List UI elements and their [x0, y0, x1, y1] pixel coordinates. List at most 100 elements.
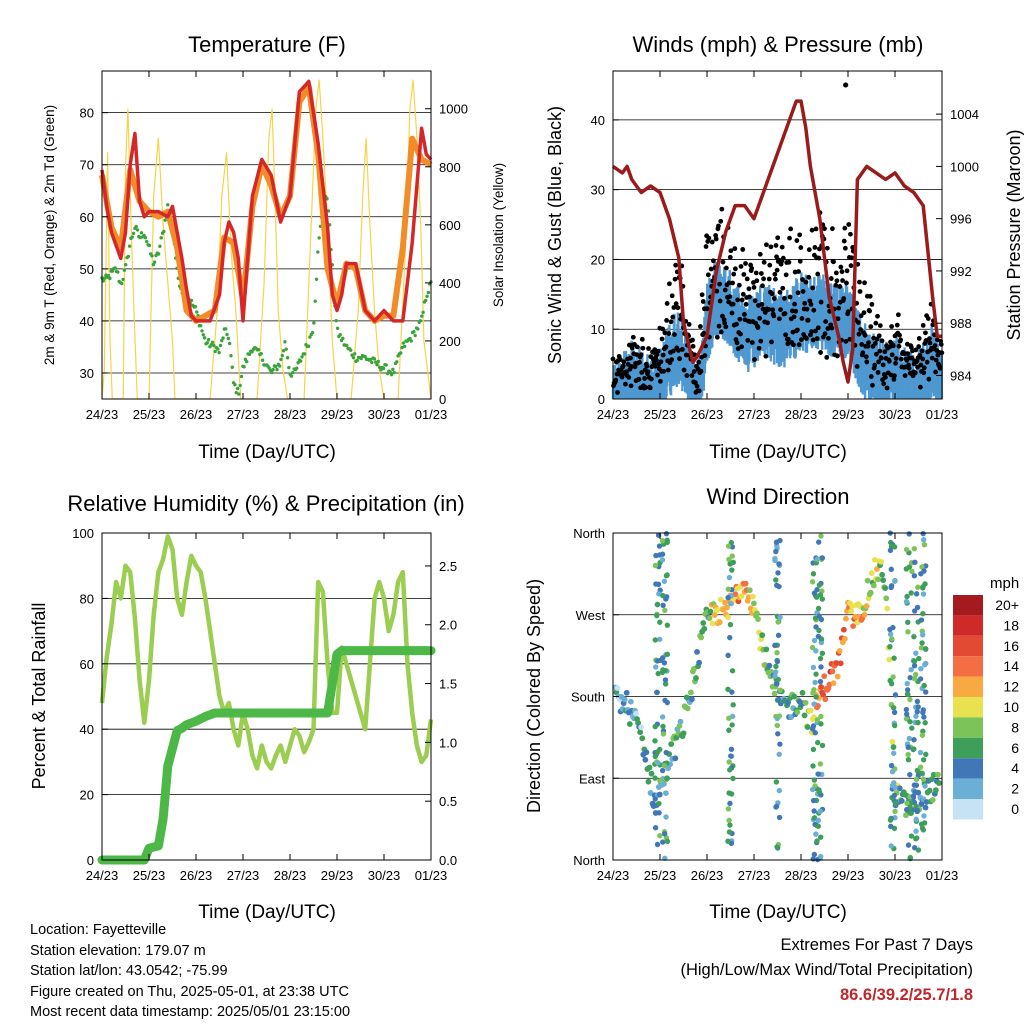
gust-point — [822, 331, 828, 337]
direction-point — [913, 776, 920, 782]
dewpoint-point — [256, 347, 261, 352]
y-tick-label: 60 — [80, 210, 94, 225]
direction-point — [932, 787, 939, 794]
gust-outlier-point — [843, 82, 849, 88]
dewpoint-point — [420, 314, 424, 318]
extremes-box: Extremes For Past 7 Days (High/Low/Max W… — [680, 933, 973, 1008]
direction-point — [903, 598, 910, 605]
direction-point — [659, 767, 666, 774]
gust-point — [708, 266, 714, 272]
direction-point — [908, 666, 914, 673]
direction-point — [661, 762, 668, 769]
x-tick-label: 28/23 — [274, 868, 307, 883]
direction-point — [645, 778, 652, 785]
dewpoint-point — [224, 327, 228, 331]
gust-point — [841, 238, 847, 244]
dewpoint-point — [376, 359, 381, 364]
dewpoint-point — [138, 235, 142, 240]
dewpoint-point — [291, 370, 295, 375]
gust-point — [906, 365, 912, 371]
gust-point — [806, 274, 812, 280]
gust-point — [880, 362, 886, 368]
dewpoint-point — [408, 336, 412, 341]
elevation-text: Station elevation: 179.07 m — [30, 942, 206, 959]
direction-point — [905, 691, 911, 698]
dewpoint-point — [151, 262, 156, 267]
direction-point — [914, 835, 920, 841]
dewpoint-point — [201, 333, 206, 337]
legend-label: 6 — [1011, 740, 1019, 756]
legend-swatch — [953, 656, 983, 677]
direction-point — [923, 660, 929, 667]
gust-point — [720, 259, 726, 265]
dewpoint-point — [302, 352, 307, 356]
gust-point — [889, 352, 895, 358]
gust-point — [902, 373, 908, 379]
y2-tick-label: 400 — [439, 276, 461, 291]
direction-point — [656, 791, 663, 798]
gust-point — [660, 352, 666, 358]
gust-point — [777, 289, 783, 295]
gust-point — [636, 376, 642, 382]
direction-point — [814, 587, 820, 593]
y2-tick-label: 1004 — [950, 107, 979, 122]
direction-point — [891, 780, 897, 786]
gust-point — [804, 336, 809, 341]
gust-point — [738, 264, 744, 269]
gust-point — [802, 300, 808, 306]
gust-point — [875, 370, 881, 375]
direction-point — [917, 764, 924, 770]
gust-point — [734, 340, 740, 346]
gust-point — [894, 322, 900, 328]
direction-point — [905, 619, 911, 626]
dewpoint-point — [285, 356, 290, 360]
gust-point — [837, 284, 843, 289]
direction-point — [652, 753, 658, 760]
direction-point — [777, 741, 783, 747]
direction-point — [680, 730, 687, 737]
gust-point — [867, 293, 873, 299]
direction-point — [717, 596, 724, 603]
gust-point — [833, 282, 839, 288]
direction-point — [905, 629, 911, 635]
gust-point — [705, 272, 711, 278]
gust-point — [857, 289, 863, 294]
direction-point — [729, 553, 735, 559]
gust-point — [615, 390, 620, 395]
gust-point — [813, 328, 818, 334]
direction-point — [776, 751, 782, 757]
direction-point — [919, 732, 926, 738]
gust-point — [669, 293, 675, 299]
direction-point — [730, 702, 736, 708]
direction-point — [911, 845, 918, 851]
direction-point — [730, 775, 736, 782]
gust-point — [761, 259, 767, 265]
gust-point — [860, 350, 866, 356]
dewpoint-point — [424, 298, 428, 303]
dewpoint-point — [225, 332, 229, 337]
gust-point — [786, 336, 791, 342]
gust-point — [690, 343, 696, 349]
direction-point — [664, 651, 671, 658]
direction-point — [929, 797, 936, 803]
direction-point — [659, 557, 666, 563]
gust-point — [798, 337, 804, 343]
direction-point — [923, 689, 929, 695]
gust-point — [655, 372, 660, 378]
direction-point — [654, 612, 660, 619]
direction-point — [657, 636, 663, 642]
y2-tick-label: 1.5 — [439, 677, 457, 692]
dewpoint-point — [237, 392, 241, 396]
legend-label: 10 — [1003, 699, 1019, 715]
direction-point — [749, 593, 756, 600]
legend-label: 20+ — [995, 597, 1019, 613]
dewpoint-point — [130, 235, 134, 239]
gust-point — [659, 336, 665, 342]
direction-point — [655, 670, 661, 677]
x-tick-label: 30/23 — [879, 868, 912, 883]
direction-point — [727, 634, 733, 641]
direction-point — [688, 696, 695, 703]
direction-point — [889, 768, 896, 775]
dewpoint-point — [230, 365, 234, 369]
gust-point — [717, 281, 722, 287]
